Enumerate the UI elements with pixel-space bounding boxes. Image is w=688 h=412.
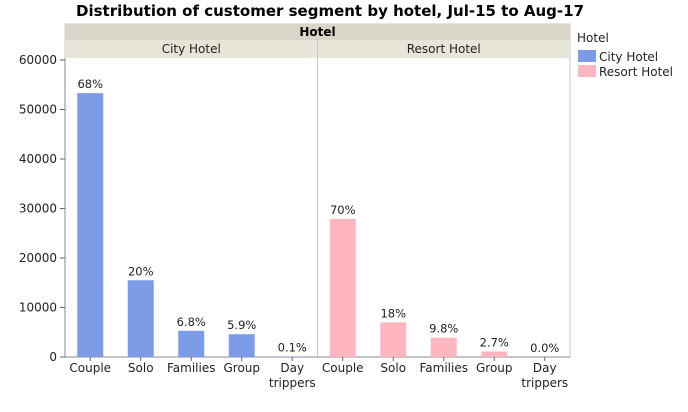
panel-header-label: City Hotel [162, 42, 221, 56]
y-axis: 0 10000 20000 30000 40000 50000 60000 [19, 53, 66, 364]
panel-header-strip [65, 40, 318, 58]
legend-title: Hotel [577, 31, 609, 45]
bar [481, 351, 508, 357]
bar [380, 322, 407, 357]
x-tick-label: Solo [128, 361, 154, 375]
x-tick-label: Solo [380, 361, 406, 375]
legend-swatch [578, 50, 596, 62]
x-tick-label: Day trippers [521, 361, 568, 390]
data-label: 2.7% [480, 336, 509, 350]
y-tick-label: 50000 [19, 103, 57, 117]
data-label: 0.1% [278, 341, 307, 355]
y-tick-label: 40000 [19, 152, 57, 166]
y-tick-label: 10000 [19, 301, 57, 315]
panel-header-label: Resort Hotel [407, 42, 481, 56]
bar [127, 280, 154, 357]
bar [329, 218, 356, 357]
data-label: 9.8% [429, 322, 458, 336]
panel-city-hotel: City Hotel 68% Couple 20% Solo 6.8% Families 5.… [65, 40, 318, 390]
x-tick-label: Group [476, 361, 513, 375]
chart-panels: City Hotel 68% Couple 20% Solo 6.8% Families 5.… [65, 40, 570, 390]
data-label: 18% [380, 306, 406, 320]
y-tick-label: 60000 [19, 53, 57, 67]
x-tick-label: Group [223, 361, 260, 375]
group-header-label: Hotel [299, 25, 335, 39]
bar [228, 334, 255, 357]
bar [430, 337, 457, 357]
data-label: 6.8% [177, 315, 206, 329]
bar [77, 93, 104, 357]
y-tick-label: 0 [49, 350, 57, 364]
x-tick-label: Couple [69, 361, 111, 375]
group-header-strip [65, 24, 570, 40]
x-tick-label: Day trippers [269, 361, 316, 390]
data-label: 5.9% [227, 318, 256, 332]
panel-header-strip [317, 40, 570, 58]
x-tick-label: Couple [322, 361, 364, 375]
legend-entry-label: City Hotel [599, 50, 658, 64]
data-label: 68% [77, 77, 103, 91]
x-tick-label: Families [167, 361, 215, 375]
bar [178, 330, 205, 357]
legend-entry-label: Resort Hotel [599, 65, 673, 79]
y-tick-label: 30000 [19, 202, 57, 216]
data-label: 20% [128, 264, 154, 278]
data-label: 70% [330, 203, 356, 217]
x-tick-label: Families [420, 361, 468, 375]
data-label: 0.0% [530, 341, 559, 355]
y-tick-label: 20000 [19, 251, 57, 265]
panel-resort-hotel: Resort Hotel 70% Couple 18% Solo 9.8% Families… [317, 40, 570, 390]
chart-title: Distribution of customer segment by hote… [76, 2, 584, 20]
legend-swatch [578, 65, 596, 77]
